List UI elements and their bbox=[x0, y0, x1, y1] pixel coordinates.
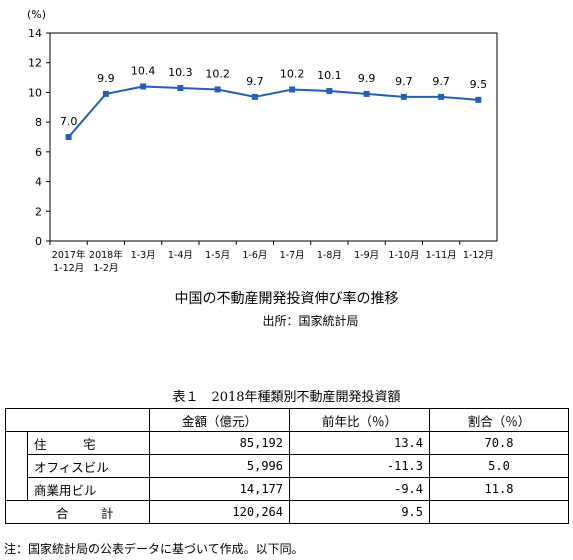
data-label: 9.9 bbox=[97, 72, 115, 85]
total-share bbox=[429, 500, 569, 524]
x-tick-label: 1-10月 bbox=[388, 250, 419, 261]
total-yoy: 9.5 bbox=[289, 500, 430, 524]
header-blank bbox=[5, 408, 150, 432]
data-label: 10.3 bbox=[168, 66, 193, 79]
data-point bbox=[289, 86, 296, 93]
data-labels: 7.0 9.9 10.4 10.3 10.2 9.7 10.2 10.1 9.9 9.7 9.7 9.… bbox=[60, 64, 487, 128]
y-tick-labels: 0 2 4 6 8 10 12 14 bbox=[28, 27, 50, 248]
data-point bbox=[363, 90, 370, 97]
header-yoy: 前年比（％） bbox=[289, 408, 430, 432]
cell-yoy: 13.4 bbox=[289, 431, 430, 455]
table-title: 表１ 2018年種類別不動産開発投資額 bbox=[172, 390, 401, 405]
x-tick-label: 1-6月 bbox=[242, 250, 267, 261]
data-label: 9.7 bbox=[246, 75, 264, 88]
table-header-row: 金額（億元） 前年比（％） 割合（％） bbox=[5, 408, 569, 432]
y-tick-label: 8 bbox=[35, 116, 42, 129]
header-amount: 金額（億元） bbox=[149, 408, 290, 432]
data-point bbox=[326, 87, 333, 94]
chart-axes bbox=[49, 32, 498, 242]
data-point bbox=[177, 84, 184, 91]
y-tick-label: 0 bbox=[35, 235, 42, 248]
x-tick-label: 1-2月 bbox=[93, 263, 118, 274]
data-point bbox=[140, 83, 147, 90]
data-label: 10.2 bbox=[280, 67, 305, 80]
chart-source: 出所：国家統計局 bbox=[262, 314, 359, 328]
y-tick-label: 10 bbox=[28, 86, 42, 99]
x-tick-label: 2017年 bbox=[52, 249, 86, 261]
data-point bbox=[214, 86, 221, 93]
table-row: 商業用ビル 14,177 -9.4 11.8 bbox=[6, 477, 569, 501]
cell-amount: 14,177 bbox=[149, 477, 290, 501]
data-point bbox=[102, 90, 109, 97]
table-row: オフィスビル 5,996 -11.3 5.0 bbox=[6, 454, 569, 478]
table-row: 住 宅 85,192 13.4 70.8 bbox=[5, 431, 569, 501]
x-tick-label: 2018年 bbox=[89, 249, 123, 261]
data-label: 9.7 bbox=[432, 75, 450, 88]
growth-line-chart: (%) 0 2 4 6 8 10 12 14 2017年 1-12月 2018年 1-2月 1-3月 1… bbox=[27, 8, 498, 274]
data-point bbox=[475, 96, 482, 103]
cell-amount: 85,192 bbox=[149, 431, 290, 455]
x-tick-label: 1-11月 bbox=[426, 250, 457, 261]
cell-share: 5.0 bbox=[429, 454, 569, 478]
x-tick-labels: 2017年 1-12月 2018年 1-2月 1-3月 1-4月 1-5月 1-6月 1-7月 1… bbox=[49, 241, 494, 274]
data-label: 9.7 bbox=[395, 75, 413, 88]
x-tick-label: 1-9月 bbox=[354, 250, 379, 261]
series-points bbox=[65, 83, 482, 140]
data-point bbox=[65, 134, 72, 140]
cell-yoy: -11.3 bbox=[289, 454, 430, 478]
data-point bbox=[438, 93, 445, 100]
y-tick-label: 4 bbox=[35, 176, 42, 189]
row-label: 住 宅 bbox=[27, 431, 150, 455]
y-tick-label: 6 bbox=[35, 146, 42, 159]
plot-frame bbox=[49, 32, 498, 242]
data-label: 9.9 bbox=[358, 72, 376, 85]
data-label: 7.0 bbox=[60, 115, 78, 128]
data-point bbox=[251, 93, 258, 100]
series-line bbox=[67, 85, 479, 138]
y-tick-label: 12 bbox=[28, 57, 42, 70]
cell-share: 11.8 bbox=[429, 477, 569, 501]
table-total-row: 合 計 120,264 9.5 bbox=[5, 500, 569, 524]
cell-share: 70.8 bbox=[429, 431, 569, 455]
footnote: 注：国家統計局の公表データに基づいて作成。以下同。 bbox=[4, 542, 304, 556]
data-label: 10.1 bbox=[317, 69, 342, 82]
x-tick-label: 1-5月 bbox=[205, 250, 230, 261]
x-tick-label: 1-3月 bbox=[131, 250, 156, 261]
investment-table: 金額（億元） 前年比（％） 割合（％） 住 宅 85,192 13.4 70.8… bbox=[5, 408, 569, 524]
x-tick-label: 1-7月 bbox=[280, 250, 305, 261]
x-tick-label: 1-8月 bbox=[317, 250, 342, 261]
y-tick-label: 14 bbox=[28, 27, 42, 40]
data-label: 10.4 bbox=[131, 64, 156, 77]
data-point bbox=[400, 93, 407, 100]
chart-title: 中国の不動産開発投資伸び率の推移 bbox=[174, 291, 399, 307]
data-label: 10.2 bbox=[205, 67, 230, 80]
cell-yoy: -9.4 bbox=[289, 477, 430, 501]
x-tick-label: 1-12月 bbox=[53, 263, 84, 274]
group-indent-cell bbox=[5, 431, 28, 501]
row-label: 商業用ビル bbox=[27, 477, 150, 501]
x-tick-label: 1-4月 bbox=[168, 250, 193, 261]
x-tick-label: 1-12月 bbox=[463, 250, 494, 261]
row-label: オフィスビル bbox=[27, 454, 150, 478]
y-tick-label: 2 bbox=[35, 205, 42, 218]
total-amount: 120,264 bbox=[149, 500, 290, 524]
header-share: 割合（％） bbox=[429, 408, 569, 432]
y-axis-unit: (%) bbox=[27, 8, 46, 21]
cell-amount: 5,996 bbox=[149, 454, 290, 478]
data-label: 9.5 bbox=[470, 78, 488, 91]
total-label: 合 計 bbox=[5, 500, 150, 524]
